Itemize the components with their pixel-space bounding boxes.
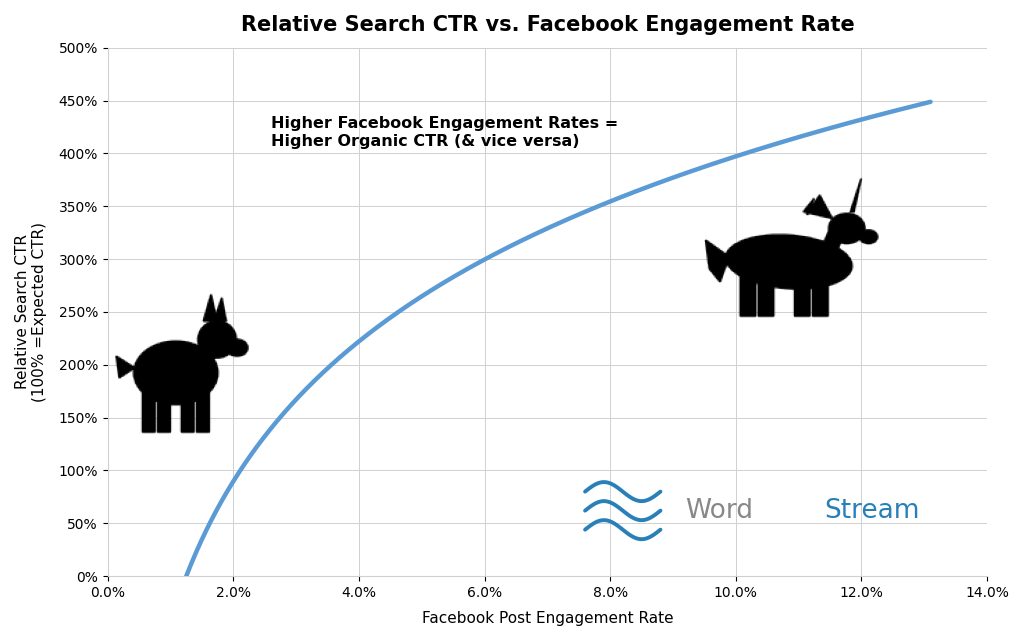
X-axis label: Facebook Post Engagement Rate: Facebook Post Engagement Rate: [422, 611, 673, 626]
Title: Relative Search CTR vs. Facebook Engagement Rate: Relative Search CTR vs. Facebook Engagem…: [241, 15, 854, 35]
Text: Higher Facebook Engagement Rates =
Higher Organic CTR (& vice versa): Higher Facebook Engagement Rates = Highe…: [271, 117, 618, 149]
Text: Word: Word: [686, 497, 754, 524]
Y-axis label: Relative Search CTR
(100% =Expected CTR): Relative Search CTR (100% =Expected CTR): [15, 222, 47, 402]
Text: Stream: Stream: [823, 497, 920, 524]
